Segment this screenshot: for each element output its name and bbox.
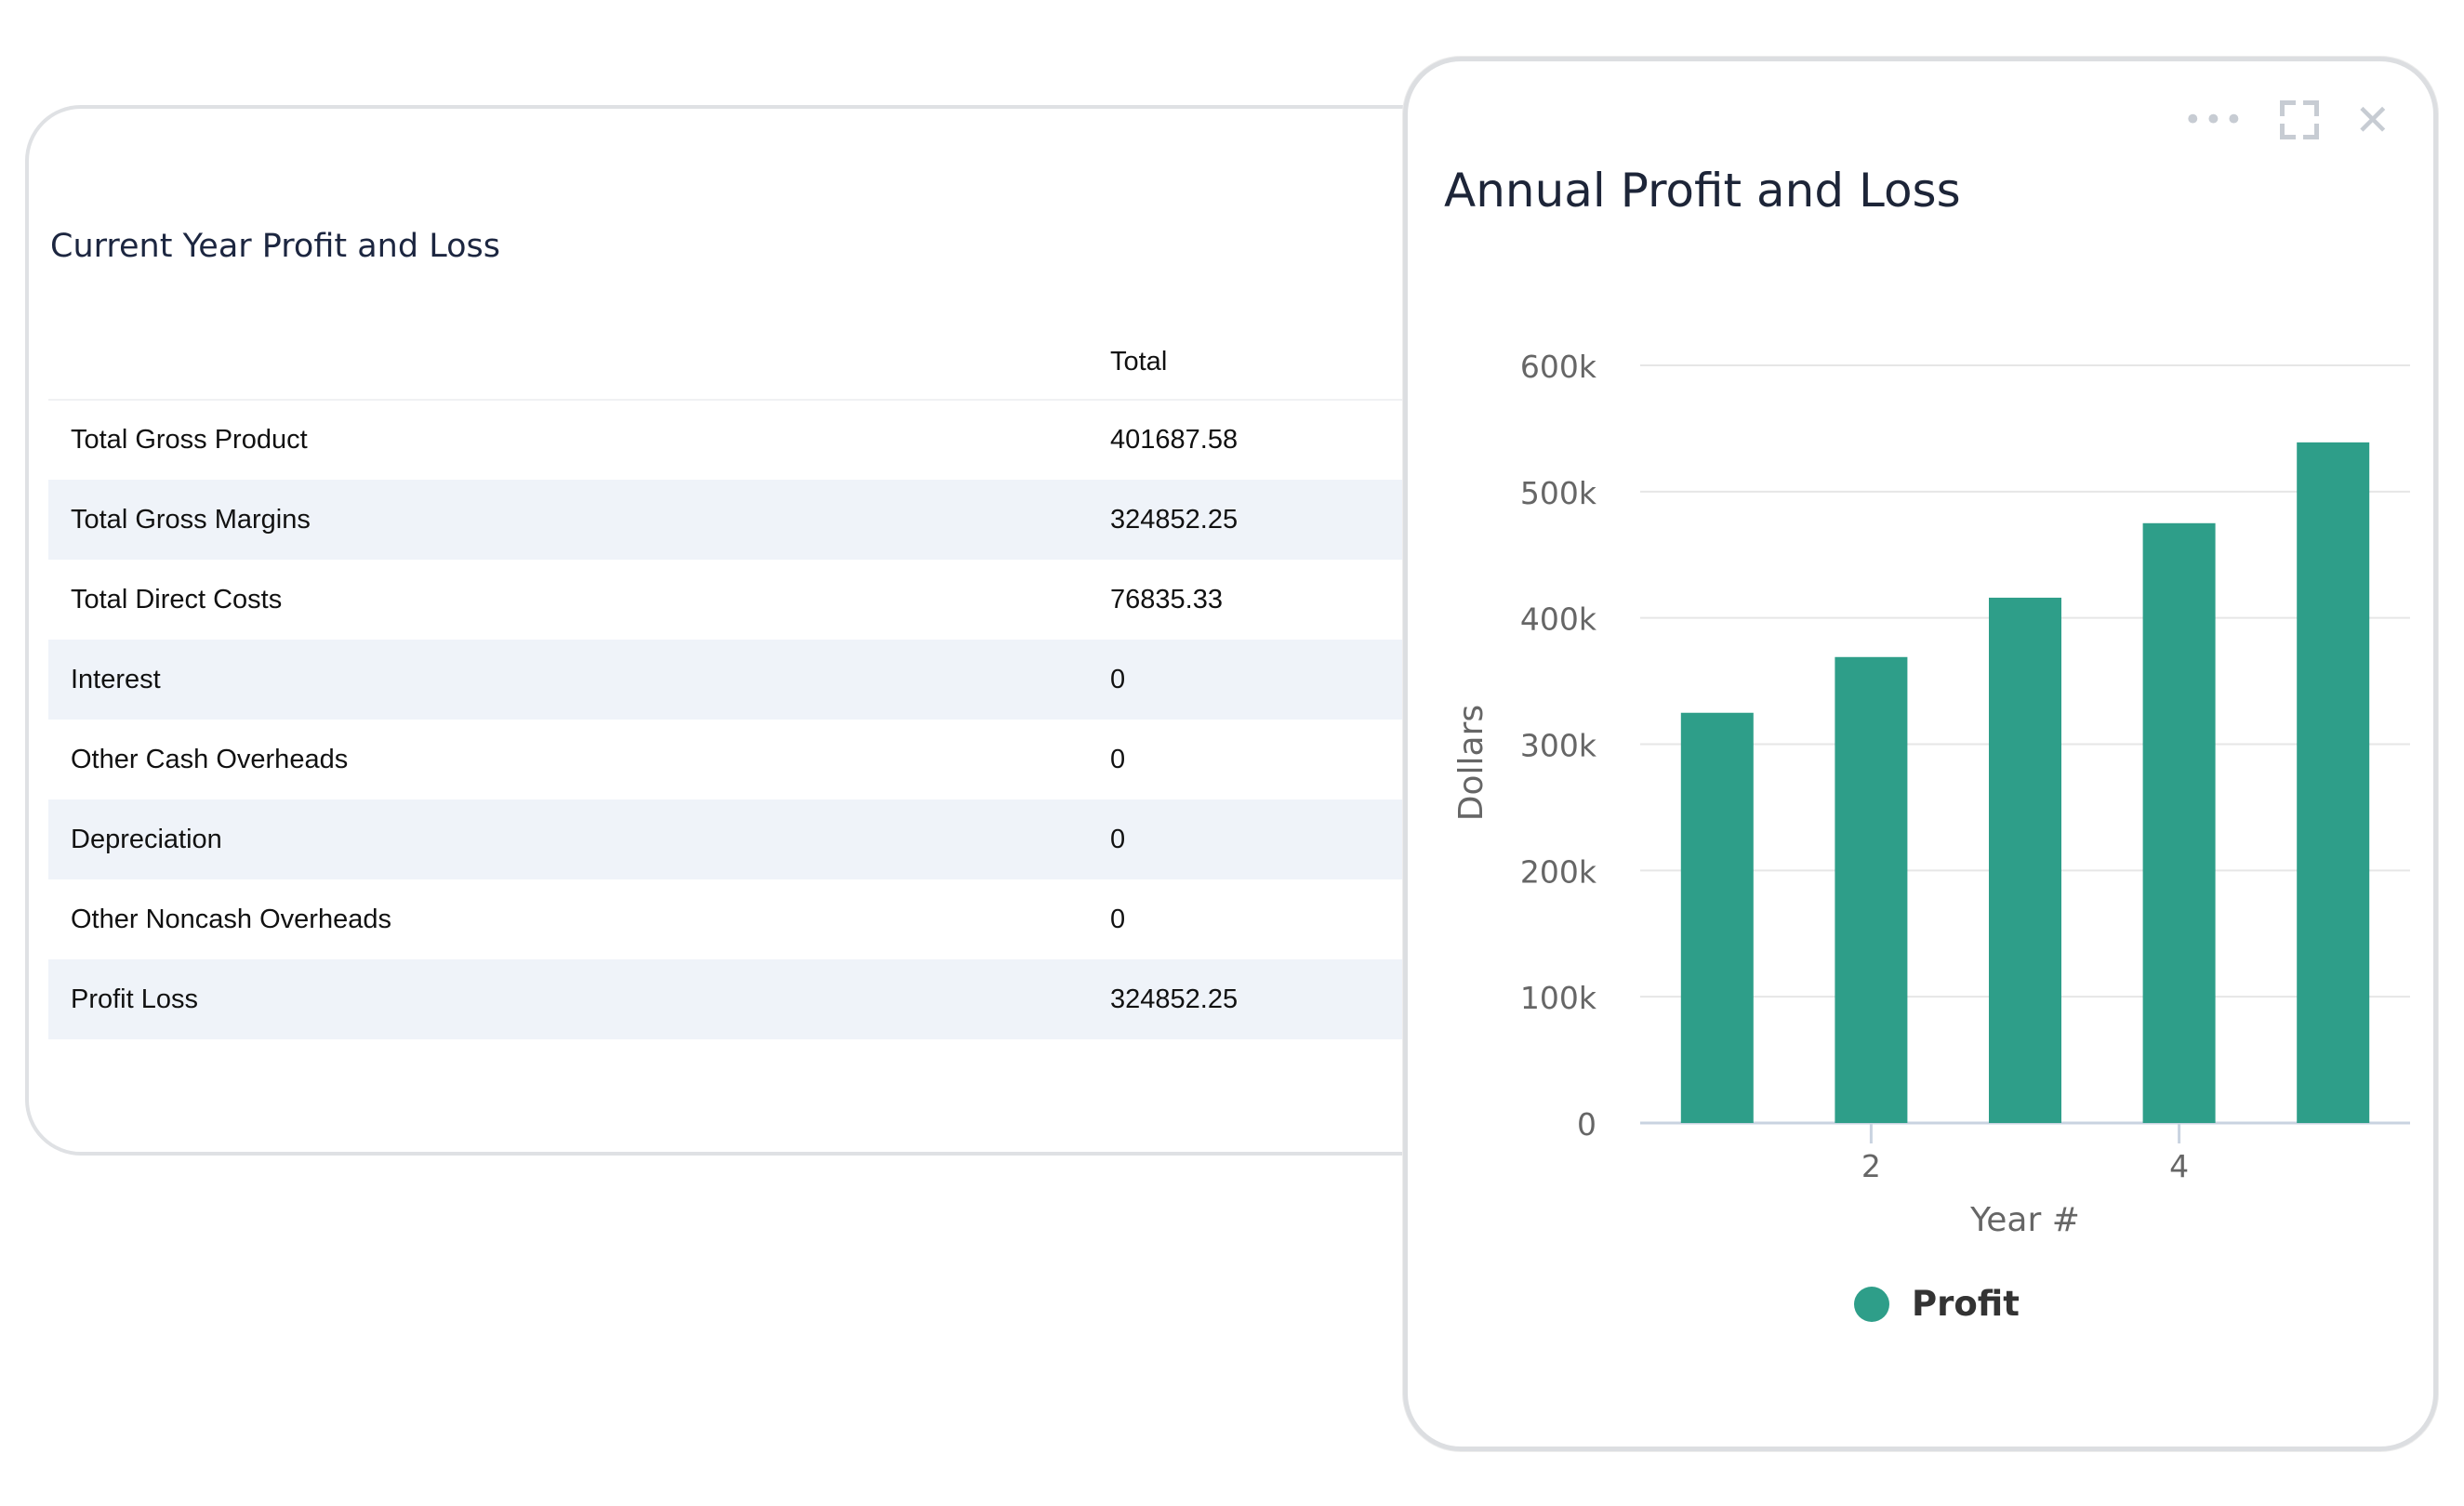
y-axis-title: Dollars: [1452, 705, 1490, 821]
row-total: 324852.25: [1110, 504, 1239, 535]
row-total: 0: [1110, 824, 1126, 854]
row-total: 401687.58: [1110, 425, 1239, 455]
table-row: Depreciation 0: [48, 799, 1462, 879]
more-icon[interactable]: •••: [2183, 101, 2245, 139]
row-label: Total Direct Costs: [71, 584, 283, 614]
row-total: 0: [1110, 904, 1126, 934]
x-axis-title: Year #: [1969, 1201, 2080, 1239]
table-row: Total Gross Product 401687.58: [48, 400, 1462, 480]
row-total: 324852.25: [1110, 984, 1239, 1014]
legend-marker: [1854, 1286, 1889, 1322]
table-row: Total Gross Margins 324852.25: [48, 480, 1462, 560]
row-total: 0: [1110, 664, 1126, 694]
table-row: Interest 0: [48, 640, 1462, 720]
y-tick-label: 300k: [1520, 728, 1597, 764]
bar-chart: 0 100k 200k 300k 400k 500k 600k 2 4 Year # Dollars: [1452, 349, 2410, 1239]
chart-legend[interactable]: Profit: [1854, 1284, 2020, 1324]
expand-icon[interactable]: [2280, 100, 2320, 139]
bar: [1835, 656, 1908, 1123]
table-header-row: Total: [48, 324, 1462, 401]
bar: [2142, 522, 2216, 1123]
table-title: Current Year Profit and Loss: [50, 228, 500, 265]
y-tick-label: 200k: [1520, 853, 1597, 890]
row-total: 0: [1110, 744, 1126, 774]
card-toolbar: ••• ✕: [2183, 99, 2391, 141]
table-row: Total Direct Costs 76835.33: [48, 560, 1462, 640]
row-label: Profit Loss: [71, 984, 198, 1014]
row-total: 76835.33: [1110, 584, 1223, 614]
x-tick-label: 2: [1861, 1148, 1881, 1184]
y-tick-label: 0: [1577, 1106, 1596, 1143]
table-row: Other Cash Overheads 0: [48, 720, 1462, 799]
bar: [1680, 712, 1754, 1123]
table-row: Profit Loss 324852.25: [48, 959, 1462, 1039]
close-icon[interactable]: ✕: [2354, 95, 2391, 145]
y-tick-label: 500k: [1520, 475, 1597, 511]
y-tick-label: 600k: [1520, 349, 1597, 385]
row-label: Other Cash Overheads: [71, 744, 349, 774]
table-row: Other Noncash Overheads 0: [48, 879, 1462, 959]
row-label: Interest: [71, 664, 161, 694]
y-tick-label: 100k: [1520, 980, 1597, 1016]
row-label: Total Gross Product: [71, 425, 308, 455]
x-tick-label: 4: [2169, 1148, 2189, 1184]
row-label: Depreciation: [71, 824, 222, 854]
column-header-label: [48, 324, 1110, 401]
profit-loss-table-card: Current Year Profit and Loss Total Total…: [25, 105, 1476, 1156]
row-label: Total Gross Margins: [71, 504, 311, 535]
profit-loss-table: Total Total Gross Product 401687.58 Tota…: [48, 324, 1462, 1039]
annual-profit-chart-card: ••• ✕ Annual Profit and Loss 0 100k 200k 30…: [1403, 57, 2438, 1451]
legend-label: Profit: [1912, 1284, 2020, 1324]
row-label: Other Noncash Overheads: [71, 904, 391, 934]
bar: [1989, 597, 2061, 1123]
bar: [2297, 442, 2370, 1123]
chart-title: Annual Profit and Loss: [1444, 164, 1961, 218]
y-tick-label: 400k: [1520, 601, 1597, 638]
